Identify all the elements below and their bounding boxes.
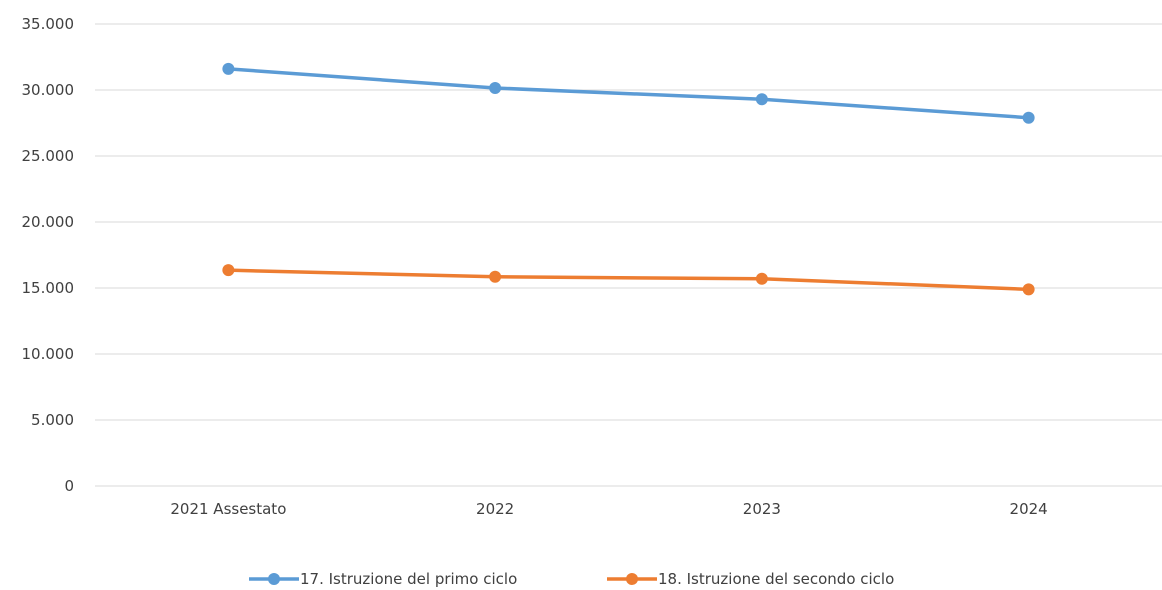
y-tick-label: 0 [64, 477, 74, 495]
gridlines [95, 23, 1162, 487]
data-point [489, 270, 502, 283]
data-point [755, 272, 768, 285]
y-tick-label: 15.000 [22, 279, 75, 297]
series-group [222, 62, 1035, 296]
data-point [489, 82, 502, 95]
y-tick-label: 35.000 [22, 15, 75, 33]
y-tick-label: 25.000 [22, 147, 75, 165]
x-tick-label: 2024 [1010, 500, 1048, 518]
y-tick-label: 30.000 [22, 81, 75, 99]
x-tick-label: 2022 [476, 500, 514, 518]
y-tick-label: 5.000 [31, 411, 74, 429]
data-point [222, 62, 235, 75]
data-point [755, 93, 768, 106]
series-line [226, 67, 1031, 120]
data-point [1022, 283, 1035, 296]
legend-label: 18. Istruzione del secondo ciclo [658, 570, 894, 588]
y-tick-label: 20.000 [22, 213, 75, 231]
data-point [222, 264, 235, 277]
x-tick-label: 2023 [743, 500, 781, 518]
legend: 17. Istruzione del primo ciclo 18. Istruz… [249, 570, 894, 588]
data-point [1022, 111, 1035, 124]
x-tick-label: 2021 Assestato [170, 500, 286, 518]
series-line [226, 268, 1031, 292]
y-axis-ticks: 0 5.000 10.000 15.000 20.000 25.000 30.000 35.0… [22, 15, 75, 495]
y-tick-label: 10.000 [22, 345, 75, 363]
legend-label: 17. Istruzione del primo ciclo [300, 570, 517, 588]
legend-marker [268, 573, 280, 585]
legend-marker [626, 573, 638, 585]
x-axis-ticks: 2021 Assestato 2022 2023 2024 [170, 500, 1047, 518]
